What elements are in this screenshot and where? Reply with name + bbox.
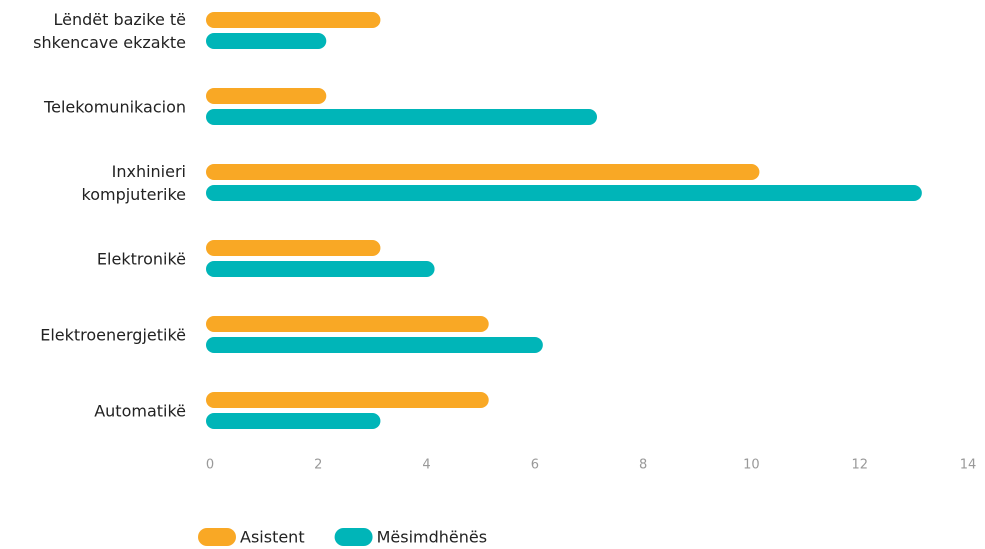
x-tick-label: 4 xyxy=(422,458,430,473)
legend-label: Asistent xyxy=(240,528,305,547)
bar xyxy=(206,337,543,353)
x-tick-label: 8 xyxy=(639,458,647,473)
bar xyxy=(206,12,381,28)
x-tick-label: 10 xyxy=(743,458,760,473)
bar xyxy=(206,109,597,125)
bar xyxy=(206,164,760,180)
legend-swatch xyxy=(198,528,236,546)
legend-label: Mësimdhënës xyxy=(377,528,487,547)
category-label: Elektroenergjetikë xyxy=(40,325,186,344)
x-tick-label: 14 xyxy=(960,458,977,473)
bar xyxy=(206,185,922,201)
category-label: Inxhinieri kompjuterike xyxy=(81,161,187,204)
x-tick-label: 6 xyxy=(531,458,539,473)
x-tick-label: 12 xyxy=(851,458,868,473)
category-label: Telekomunikacion xyxy=(44,97,186,116)
bar xyxy=(206,261,435,277)
x-tick-label: 0 xyxy=(206,458,214,473)
bar xyxy=(206,88,327,104)
bar xyxy=(206,316,489,332)
category-label: Automatikë xyxy=(94,401,186,420)
bar xyxy=(206,240,381,256)
category-label: Elektronikë xyxy=(96,249,186,268)
legend-swatch xyxy=(334,528,373,546)
category-label: Lëndët bazike të shkencave ekzakte xyxy=(33,9,186,52)
bar xyxy=(206,33,327,49)
bar xyxy=(206,413,381,429)
bar xyxy=(206,392,489,408)
x-tick-label: 2 xyxy=(314,458,322,473)
